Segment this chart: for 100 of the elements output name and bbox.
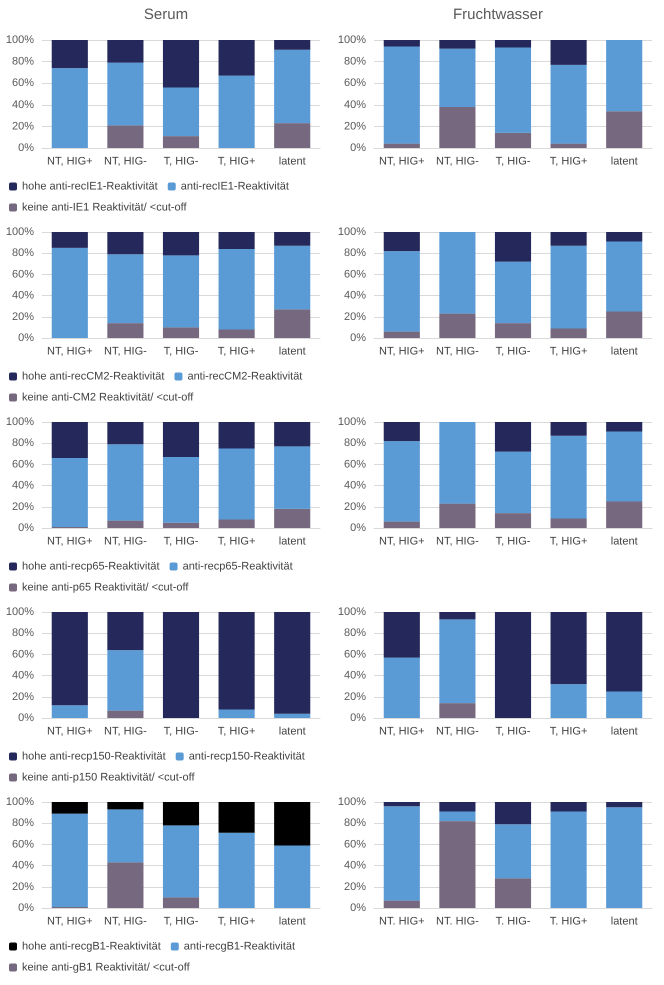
y-tick-label: 20% xyxy=(12,120,34,132)
bar xyxy=(162,897,200,908)
y-tick-label: 80% xyxy=(344,817,366,830)
y-tick-label: 20% xyxy=(344,500,366,513)
y-tick-label: 0% xyxy=(18,902,34,914)
bar xyxy=(606,807,642,908)
x-tick-label: T, HIG- xyxy=(496,536,531,548)
y-tick-label: 40% xyxy=(12,480,34,492)
bar xyxy=(52,248,88,338)
y-tick-label: 0% xyxy=(18,712,34,724)
y-tick-label: 100% xyxy=(6,416,34,428)
bar xyxy=(384,612,420,658)
bar xyxy=(550,812,587,908)
bar xyxy=(439,422,476,504)
bar xyxy=(606,502,642,528)
bar xyxy=(439,504,476,528)
bar xyxy=(494,48,532,133)
bar xyxy=(52,814,88,907)
y-tick-label: 60% xyxy=(344,838,366,850)
bar xyxy=(107,422,144,444)
bar xyxy=(439,812,476,822)
bar xyxy=(550,612,587,684)
x-tick-label: T, HIG- xyxy=(164,536,199,548)
bar xyxy=(218,422,255,448)
bar xyxy=(439,48,476,107)
y-tick-label: 80% xyxy=(344,627,366,640)
bar xyxy=(384,144,420,148)
y-tick-label: 100% xyxy=(338,606,366,618)
bar xyxy=(107,254,144,324)
bar xyxy=(274,123,310,148)
bar xyxy=(494,802,532,824)
x-tick-label: latent xyxy=(278,536,306,548)
y-tick-label: 60% xyxy=(12,458,34,470)
bar xyxy=(162,422,200,457)
bar xyxy=(218,330,255,338)
x-tick-label: T, HIG+ xyxy=(218,726,256,738)
bar xyxy=(606,432,642,502)
x-tick-label: NT, HIG+ xyxy=(47,916,93,928)
legend-label: keine anti-gB1 Reaktivität/ <cut-off xyxy=(22,962,191,974)
y-tick-label: 20% xyxy=(12,880,34,893)
x-tick-label: T. HIG- xyxy=(496,916,531,928)
bar xyxy=(494,323,532,338)
bar xyxy=(274,309,310,338)
bar xyxy=(107,809,144,862)
x-tick-label: NT, HIG+ xyxy=(47,536,93,548)
bar xyxy=(218,232,255,249)
bar xyxy=(606,802,642,808)
bar xyxy=(162,232,200,256)
bar xyxy=(550,436,587,518)
x-tick-label: NT, HIG- xyxy=(104,536,148,548)
legend-label: hohe anti-recgB1-Reaktivität xyxy=(22,940,161,952)
legend-label: anti-recIE1-Reaktivität xyxy=(180,180,289,192)
bar xyxy=(162,612,200,718)
y-tick-label: 20% xyxy=(12,310,34,323)
bar xyxy=(439,314,476,338)
bar xyxy=(494,612,532,718)
bar xyxy=(107,802,144,810)
y-tick-label: 0% xyxy=(350,522,366,534)
bar xyxy=(274,714,310,718)
bar xyxy=(550,422,587,436)
bar xyxy=(494,513,532,528)
y-tick-label: 80% xyxy=(12,247,34,260)
x-tick-label: T, HIG- xyxy=(164,916,199,928)
bar xyxy=(439,40,476,49)
x-tick-label: T, HIG- xyxy=(164,156,199,168)
y-tick-label: 40% xyxy=(344,480,366,492)
bar xyxy=(218,248,255,330)
x-tick-label: T, HIG- xyxy=(496,156,531,168)
y-tick-label: 100% xyxy=(6,606,34,618)
bar xyxy=(162,825,200,898)
x-tick-label: NT, HIG- xyxy=(436,536,480,548)
y-tick-label: 40% xyxy=(12,98,34,111)
bar xyxy=(107,612,144,650)
y-tick-label: 60% xyxy=(12,838,34,850)
x-tick-label: T, HIG+ xyxy=(550,156,588,168)
bar xyxy=(52,458,88,527)
bar xyxy=(274,246,310,310)
bar xyxy=(274,422,310,446)
y-tick-label: 100% xyxy=(6,796,34,808)
x-tick-label: T, HIG+ xyxy=(550,726,588,738)
bar xyxy=(218,710,255,718)
bar xyxy=(162,456,200,523)
y-tick-label: 100% xyxy=(338,226,366,238)
x-tick-label: NT, HIG+ xyxy=(379,346,425,358)
x-tick-label: T, HIG+ xyxy=(550,346,588,358)
y-tick-label: 60% xyxy=(344,648,366,660)
legend-label: hohe anti-recp65-Reaktivität xyxy=(22,560,160,572)
bar xyxy=(218,832,255,908)
bar xyxy=(107,40,144,63)
bar xyxy=(384,46,420,144)
bar xyxy=(494,422,532,452)
bar xyxy=(606,111,642,148)
bar xyxy=(494,878,532,908)
x-tick-label: latent xyxy=(610,346,638,358)
y-tick-label: 80% xyxy=(344,247,366,260)
y-tick-label: 20% xyxy=(344,120,366,132)
bar xyxy=(439,802,476,812)
bar xyxy=(384,802,420,806)
y-tick-label: 20% xyxy=(344,880,366,893)
x-tick-label: T, HIG+ xyxy=(550,536,588,548)
